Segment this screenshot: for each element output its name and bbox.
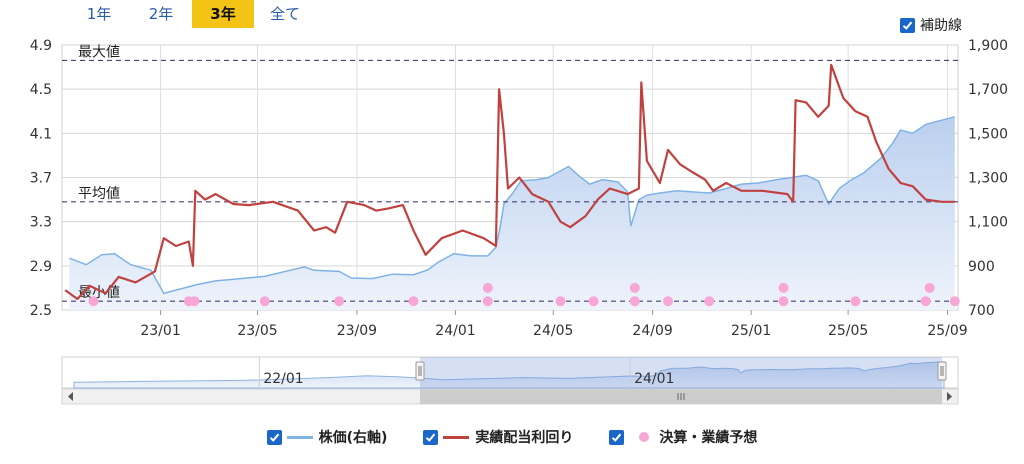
y-left-tick-label: 4.1 (30, 126, 52, 142)
legend-price[interactable]: 株価(右軸) (266, 427, 388, 447)
event-marker (334, 296, 345, 307)
legend-events-swatch (639, 432, 650, 442)
event-marker (189, 296, 200, 307)
event-marker (482, 296, 493, 307)
legend-yield-checkbox[interactable] (423, 429, 439, 445)
period-tabs: 1年 2年 3年 全て (68, 0, 316, 30)
x-tick-label: 24/01 (435, 323, 475, 339)
legend-price-checkbox[interactable] (266, 429, 282, 445)
checkmark-icon (426, 433, 436, 442)
reference-line-label: 平均値 (78, 186, 120, 202)
event-marker (778, 282, 789, 293)
y-left-tick-label: 4.9 (30, 38, 52, 54)
event-marker (949, 296, 960, 307)
event-marker (408, 296, 419, 307)
reference-line-label: 最大値 (78, 44, 120, 60)
event-marker (920, 296, 931, 307)
tab-2year[interactable]: 2年 (148, 5, 174, 23)
y-right-tick-label: 1,300 (968, 171, 1008, 187)
legend-events[interactable]: 決算・業績予想 (609, 427, 757, 447)
checkmark-icon (902, 21, 913, 30)
event-marker (924, 282, 935, 293)
event-marker (555, 296, 566, 307)
event-marker (482, 282, 493, 293)
navigator-area (73, 361, 945, 389)
aux-lines-toggle[interactable]: 補助線 (900, 15, 962, 35)
legend-events-label: 決算・業績予想 (659, 430, 758, 446)
y-left-tick-label: 3.7 (30, 171, 52, 187)
y-right-tick-label: 700 (968, 303, 995, 319)
legend-price-swatch (286, 435, 313, 439)
aux-lines-label: 補助線 (920, 18, 962, 34)
x-tick-label: 25/09 (927, 323, 967, 339)
x-tick-label: 24/05 (533, 323, 573, 339)
navigator[interactable]: 22/01 24/01 (61, 356, 959, 405)
event-markers (88, 282, 960, 307)
y-left-tick-label: 2.5 (30, 303, 52, 319)
yield-line (64, 63, 955, 301)
event-marker (588, 296, 599, 307)
reference-line-label: 最小値 (78, 285, 120, 301)
legend-price-label: 株価(右軸) (318, 430, 388, 446)
y-left-tick-label: 4.5 (30, 82, 52, 98)
event-marker (663, 296, 673, 307)
checkmark-icon (612, 433, 622, 442)
navigator-handle[interactable] (415, 361, 425, 381)
legend-yield-label: 実績配当利回り (475, 430, 574, 446)
x-tick-label: 25/01 (731, 323, 771, 339)
y-right-tick-label: 1,500 (968, 126, 1008, 142)
legend-yield-swatch (443, 435, 470, 439)
checkmark-icon (269, 433, 279, 442)
x-tick-label: 23/01 (140, 323, 180, 339)
event-marker (629, 296, 640, 307)
tab-1year[interactable]: 1年 (86, 5, 112, 23)
navigator-label: 22/01 (263, 371, 303, 387)
x-tick-label: 23/05 (237, 323, 277, 339)
event-marker (778, 296, 789, 307)
x-tick-label: 24/09 (632, 323, 672, 339)
legend-yield[interactable]: 実績配当利回り (423, 427, 573, 447)
x-tick-label: 25/05 (828, 323, 868, 339)
event-marker (259, 296, 270, 307)
scroll-right-arrow-icon[interactable] (947, 392, 952, 401)
scroll-left-arrow-icon[interactable] (68, 392, 73, 401)
y-right-tick-label: 1,900 (968, 38, 1008, 54)
legend-events-checkbox[interactable] (609, 429, 625, 445)
y-right-tick-label: 1,100 (968, 215, 1008, 231)
price-line (69, 116, 955, 295)
navigator-selection (420, 357, 942, 388)
x-tick-label: 23/09 (337, 323, 377, 339)
y-left-tick-label: 2.9 (30, 259, 52, 275)
tab-3year[interactable]: 3年 (192, 0, 254, 28)
event-marker (88, 296, 99, 307)
event-marker (629, 282, 640, 293)
y-left-tick-label: 3.3 (30, 215, 52, 231)
price-area (69, 116, 955, 310)
navigator-label: 24/01 (634, 371, 674, 387)
legend: 株価(右軸) 実績配当利回り 決算・業績予想 (0, 424, 1024, 450)
aux-lines-checkbox[interactable] (900, 17, 915, 33)
navigator-handle[interactable] (937, 361, 947, 381)
event-marker (850, 296, 861, 307)
y-right-tick-label: 1,700 (968, 82, 1008, 98)
tab-all[interactable]: 全て (269, 5, 300, 23)
y-right-tick-label: 900 (968, 259, 995, 275)
event-marker (704, 296, 715, 307)
